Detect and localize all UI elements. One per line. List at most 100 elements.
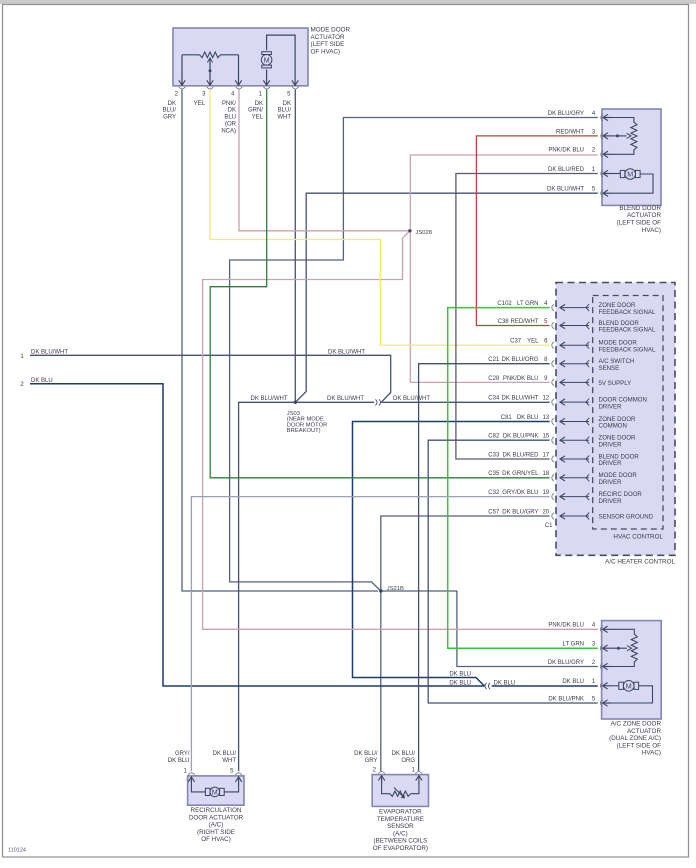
svg-text:(OR: (OR bbox=[225, 122, 237, 128]
svg-text:3: 3 bbox=[592, 129, 596, 135]
svg-text:C21: C21 bbox=[488, 357, 500, 363]
svg-text:DRIVER: DRIVER bbox=[599, 479, 623, 486]
svg-text:DK BLU/WHT: DK BLU/WHT bbox=[501, 396, 538, 402]
svg-text:C33: C33 bbox=[488, 452, 500, 458]
svg-text:DK BLU/RED: DK BLU/RED bbox=[548, 167, 585, 173]
svg-text:OF HVAC): OF HVAC) bbox=[201, 836, 231, 843]
svg-text:RECIRCULATION: RECIRCULATION bbox=[191, 807, 242, 814]
svg-text:(LEFT SIDE: (LEFT SIDE bbox=[311, 41, 345, 48]
svg-text:1: 1 bbox=[412, 767, 416, 773]
svg-text:DK BLU/GRY: DK BLU/GRY bbox=[548, 111, 584, 117]
svg-text:5V SUPPLY: 5V SUPPLY bbox=[599, 380, 632, 387]
svg-text:LT GRN: LT GRN bbox=[517, 301, 538, 307]
svg-text:DRIVER: DRIVER bbox=[599, 403, 623, 410]
svg-text:C37: C37 bbox=[510, 339, 522, 345]
svg-text:BLU/: BLU/ bbox=[163, 108, 177, 114]
svg-text:YEL: YEL bbox=[527, 339, 539, 345]
svg-text:DK BLU/WHT: DK BLU/WHT bbox=[393, 396, 430, 402]
svg-text:M: M bbox=[627, 170, 633, 179]
svg-text:FEEDBACK SIGNAL: FEEDBACK SIGNAL bbox=[599, 346, 657, 353]
svg-text:GRN/: GRN/ bbox=[248, 108, 263, 114]
svg-text:PNK/DK BLU: PNK/DK BLU bbox=[503, 376, 539, 382]
svg-text:FEEDBACK SIGNAL: FEEDBACK SIGNAL bbox=[599, 327, 657, 334]
svg-text:C1: C1 bbox=[545, 523, 553, 529]
svg-text:8: 8 bbox=[544, 357, 548, 363]
svg-text:BLEND DOOR: BLEND DOOR bbox=[599, 453, 640, 460]
svg-text:JS028: JS028 bbox=[416, 230, 432, 236]
svg-text:A/C SWITCH: A/C SWITCH bbox=[599, 358, 635, 365]
svg-text:1: 1 bbox=[592, 167, 596, 173]
svg-text:LT GRN: LT GRN bbox=[563, 642, 584, 648]
svg-text:COMMON: COMMON bbox=[599, 423, 627, 430]
svg-text:17: 17 bbox=[542, 452, 549, 458]
svg-text:FEEDBACK SIGNAL: FEEDBACK SIGNAL bbox=[599, 309, 657, 316]
svg-text:BLU/: BLU/ bbox=[278, 108, 292, 114]
svg-text:4: 4 bbox=[231, 91, 235, 97]
svg-text:SENSOR: SENSOR bbox=[387, 823, 414, 830]
svg-text:HVAC CONTROL: HVAC CONTROL bbox=[613, 534, 663, 541]
svg-text:DK: DK bbox=[255, 101, 263, 107]
svg-text:DK BLU/GRY: DK BLU/GRY bbox=[548, 660, 584, 666]
svg-text:18: 18 bbox=[542, 471, 549, 477]
svg-text:M: M bbox=[264, 55, 270, 64]
svg-text:5: 5 bbox=[544, 319, 548, 325]
svg-text:MODE DOOR: MODE DOOR bbox=[599, 472, 638, 479]
svg-text:DOOR ACTUATOR: DOOR ACTUATOR bbox=[189, 814, 244, 821]
svg-text:ACTUATOR: ACTUATOR bbox=[311, 34, 346, 41]
svg-text:12: 12 bbox=[542, 396, 549, 402]
svg-text:C38: C38 bbox=[498, 319, 510, 325]
svg-text:PNK/DK BLU: PNK/DK BLU bbox=[548, 623, 584, 629]
svg-text:DK BLU/: DK BLU/ bbox=[354, 751, 378, 757]
svg-text:ACTUATOR: ACTUATOR bbox=[627, 728, 662, 735]
svg-text:2: 2 bbox=[20, 382, 24, 388]
svg-text:(LEFT SIDE OF: (LEFT SIDE OF bbox=[617, 220, 661, 227]
svg-text:SENSE: SENSE bbox=[599, 365, 620, 372]
svg-text:A/C ZONE DOOR: A/C ZONE DOOR bbox=[611, 721, 662, 728]
svg-text:3: 3 bbox=[592, 642, 596, 648]
svg-text:(NEAR MODE: (NEAR MODE bbox=[287, 417, 324, 423]
svg-text:DK BLU/WHT: DK BLU/WHT bbox=[251, 396, 288, 402]
svg-text:ZONE DOOR: ZONE DOOR bbox=[599, 302, 637, 309]
svg-text:RED/WHT: RED/WHT bbox=[556, 129, 584, 135]
svg-text:1: 1 bbox=[183, 768, 187, 774]
svg-text:13: 13 bbox=[542, 415, 549, 421]
svg-text:4: 4 bbox=[544, 301, 548, 307]
svg-text:RED/WHT: RED/WHT bbox=[511, 319, 539, 325]
svg-text:GRY: GRY bbox=[163, 115, 176, 121]
svg-text:(A/C): (A/C) bbox=[209, 822, 224, 829]
svg-text:DK: DK bbox=[168, 101, 176, 107]
svg-text:YEL: YEL bbox=[194, 101, 206, 107]
svg-text:5: 5 bbox=[230, 768, 234, 774]
svg-text:HVAC): HVAC) bbox=[642, 750, 661, 757]
svg-text:DOOR COMMON: DOOR COMMON bbox=[599, 397, 647, 404]
svg-text:MODE DOOR: MODE DOOR bbox=[311, 27, 351, 34]
svg-text:5: 5 bbox=[592, 696, 596, 702]
svg-text:YEL: YEL bbox=[252, 115, 264, 121]
svg-text:BLU: BLU bbox=[224, 115, 236, 121]
svg-text:DK BLU: DK BLU bbox=[168, 758, 190, 764]
svg-text:2: 2 bbox=[592, 148, 596, 154]
svg-text:BLEND DOOR: BLEND DOOR bbox=[599, 320, 640, 327]
svg-text:ORG: ORG bbox=[401, 758, 415, 764]
svg-text:(LEFT SIDE OF: (LEFT SIDE OF bbox=[617, 742, 661, 749]
svg-text:DK BLU: DK BLU bbox=[494, 681, 516, 687]
svg-text:DK BLU/: DK BLU/ bbox=[213, 751, 237, 757]
svg-text:DK BLU: DK BLU bbox=[517, 415, 539, 421]
svg-text:C34: C34 bbox=[488, 396, 500, 402]
svg-text:9: 9 bbox=[544, 376, 548, 382]
svg-text:GRY/DK BLU: GRY/DK BLU bbox=[502, 490, 538, 496]
svg-text:(BETWEEN COILS: (BETWEEN COILS bbox=[373, 838, 427, 845]
svg-text:DK BLU/ORG: DK BLU/ORG bbox=[501, 357, 538, 363]
svg-text:DRIVER: DRIVER bbox=[599, 498, 623, 505]
svg-text:5: 5 bbox=[592, 187, 596, 193]
svg-text:EVAPORATOR: EVAPORATOR bbox=[379, 809, 422, 816]
svg-text:2: 2 bbox=[373, 767, 377, 773]
svg-text:DK BLU/PNK: DK BLU/PNK bbox=[503, 434, 539, 440]
svg-text:C82: C82 bbox=[488, 434, 500, 440]
svg-text:DK BLU/RED: DK BLU/RED bbox=[502, 452, 539, 458]
svg-text:OF HVAC): OF HVAC) bbox=[311, 49, 341, 56]
svg-text:TEMPERATURE: TEMPERATURE bbox=[377, 816, 424, 823]
svg-text:6: 6 bbox=[544, 339, 548, 345]
svg-text:WHT: WHT bbox=[277, 115, 291, 121]
svg-text:MODE DOOR: MODE DOOR bbox=[599, 340, 638, 347]
